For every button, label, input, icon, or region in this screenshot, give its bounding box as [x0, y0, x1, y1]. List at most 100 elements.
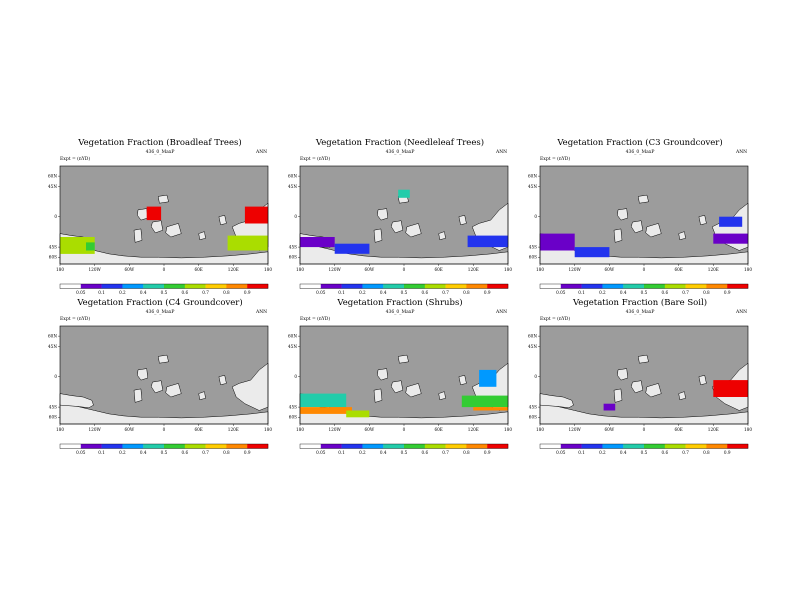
colorbar-segment	[404, 284, 425, 289]
vegetation-patch	[86, 242, 95, 251]
land-mass	[458, 374, 467, 386]
land-mass	[151, 220, 164, 234]
colorbar-tick-label: 0.8	[463, 290, 470, 295]
land-mass	[59, 393, 94, 409]
colorbar-tick-label: 0.4	[380, 450, 387, 455]
x-tick-label: 120W	[329, 267, 342, 272]
colorbar-tick-label: 0.8	[223, 450, 230, 455]
colorbar-tick-label: 0.5	[161, 450, 168, 455]
x-tick-label: 60W	[365, 267, 375, 272]
y-tick-label: 0	[534, 374, 537, 379]
land-mass	[377, 368, 389, 381]
land-mass	[198, 231, 206, 241]
colorbar-tick-label: 0.1	[338, 450, 345, 455]
x-tick-label: 180	[504, 267, 512, 272]
colorbar-tick-label: 0.1	[98, 290, 105, 295]
land-mass	[405, 223, 422, 238]
x-tick-label: 0	[643, 267, 646, 272]
colorbar-segment	[685, 444, 707, 449]
chart-subtitle: 436_0_MaxP	[145, 310, 175, 315]
colorbar-segment	[623, 444, 645, 449]
x-tick-label: 120E	[228, 267, 239, 272]
land-mass	[645, 383, 662, 398]
colorbar-segment	[80, 284, 102, 289]
vegetation-patch	[227, 235, 268, 251]
land-mass	[151, 380, 164, 394]
y-tick-label: 60N	[528, 334, 537, 339]
colorbar-segment	[247, 284, 269, 289]
colorbar-segment	[205, 444, 227, 449]
vegetation-patch	[574, 247, 610, 258]
colorbar-tick-label: 0.6	[661, 450, 668, 455]
colorbar-segment	[143, 284, 165, 289]
colorbar-tick-label: 0.05	[316, 450, 326, 455]
land-mass	[637, 354, 649, 364]
chart-title: Vegetation Fraction (C3 Groundcover)	[557, 138, 723, 148]
colorbar-tick-label: 0.6	[181, 450, 188, 455]
chart-subtitle: 436_0_MaxP	[145, 150, 175, 155]
colorbar-segment	[424, 284, 446, 289]
land-mass	[698, 214, 707, 226]
y-tick-label: 45S	[289, 405, 297, 410]
vegetation-patch	[540, 233, 575, 251]
vegetation-patch	[334, 243, 370, 254]
colorbar-tick-label: 0.9	[724, 450, 731, 455]
colorbar-tick-label: 0.05	[76, 450, 86, 455]
vegetation-patch	[146, 206, 162, 221]
colorbar-segment	[247, 444, 269, 449]
colorbar-tick-label: 0.1	[578, 450, 585, 455]
land-mass	[391, 380, 404, 394]
experiment-label: Expt = (nYD)	[300, 317, 331, 322]
x-tick-label: 180	[744, 427, 752, 432]
y-tick-label: 60S	[289, 415, 297, 420]
vegetation-patch	[461, 395, 508, 408]
land-mass	[218, 214, 227, 226]
season-label: ANN	[496, 150, 508, 155]
chart-subtitle: 436_0_MaxP	[385, 310, 415, 315]
vegetation-patch	[719, 216, 743, 227]
colorbar-tick-label: 0.4	[140, 450, 147, 455]
colorbar-tick-label: 0.05	[556, 290, 566, 295]
colorbar-tick-label: 0.05	[316, 290, 326, 295]
map-svg: 180 120W 60W 0 60E 120E 180 60N 45N 0 45S 60S 0.05 0.…	[528, 165, 752, 295]
x-tick-label: 60W	[605, 267, 615, 272]
colorbar-segment	[644, 284, 665, 289]
panel-c3-groundcover: Vegetation Fraction (C3 Groundcover) 436_…	[520, 138, 760, 308]
colorbar-tick-label: 0.7	[202, 290, 209, 295]
colorbar-tick-label: 0.9	[484, 290, 491, 295]
x-tick-label: 180	[56, 267, 64, 272]
land-mass	[645, 223, 662, 238]
colorbar-tick-label: 0.2	[359, 450, 366, 455]
colorbar-tick-label: 0.05	[556, 450, 566, 455]
season-label: ANN	[256, 150, 268, 155]
colorbar-segment	[540, 444, 561, 449]
colorbar-segment	[122, 284, 144, 289]
y-tick-label: 60S	[529, 415, 537, 420]
vegetation-patch	[300, 393, 347, 408]
colorbar-tick-label: 0.6	[181, 290, 188, 295]
colorbar-segment	[560, 284, 582, 289]
colorbar-tick-label: 0.2	[599, 450, 606, 455]
colorbar-frame	[59, 283, 269, 289]
colorbar-frame	[539, 443, 749, 449]
colorbar-frame	[59, 443, 269, 449]
land-mass	[438, 391, 446, 401]
colorbar-tick-label: 0.7	[682, 290, 689, 295]
colorbar-segment	[404, 444, 425, 449]
colorbar-tick-label: 0.9	[244, 450, 251, 455]
x-tick-label: 60E	[434, 427, 442, 432]
y-tick-label: 60N	[48, 174, 57, 179]
map-svg: 180 120W 60W 0 60E 120E 180 60N 45N 0 45S 60S 0.05 0.…	[48, 325, 272, 455]
x-tick-label: 120W	[569, 427, 582, 432]
land-mass	[405, 383, 422, 398]
colorbar-segment	[362, 444, 384, 449]
y-tick-label: 60N	[48, 334, 57, 339]
y-tick-label: 45S	[529, 245, 537, 250]
vegetation-patch	[398, 189, 410, 198]
x-tick-label: 180	[744, 267, 752, 272]
land-mass	[133, 228, 143, 243]
x-tick-label: 180	[536, 427, 544, 432]
colorbar-segment	[164, 444, 185, 449]
land-mass	[133, 388, 143, 403]
experiment-label: Expt = (nYD)	[540, 317, 571, 322]
